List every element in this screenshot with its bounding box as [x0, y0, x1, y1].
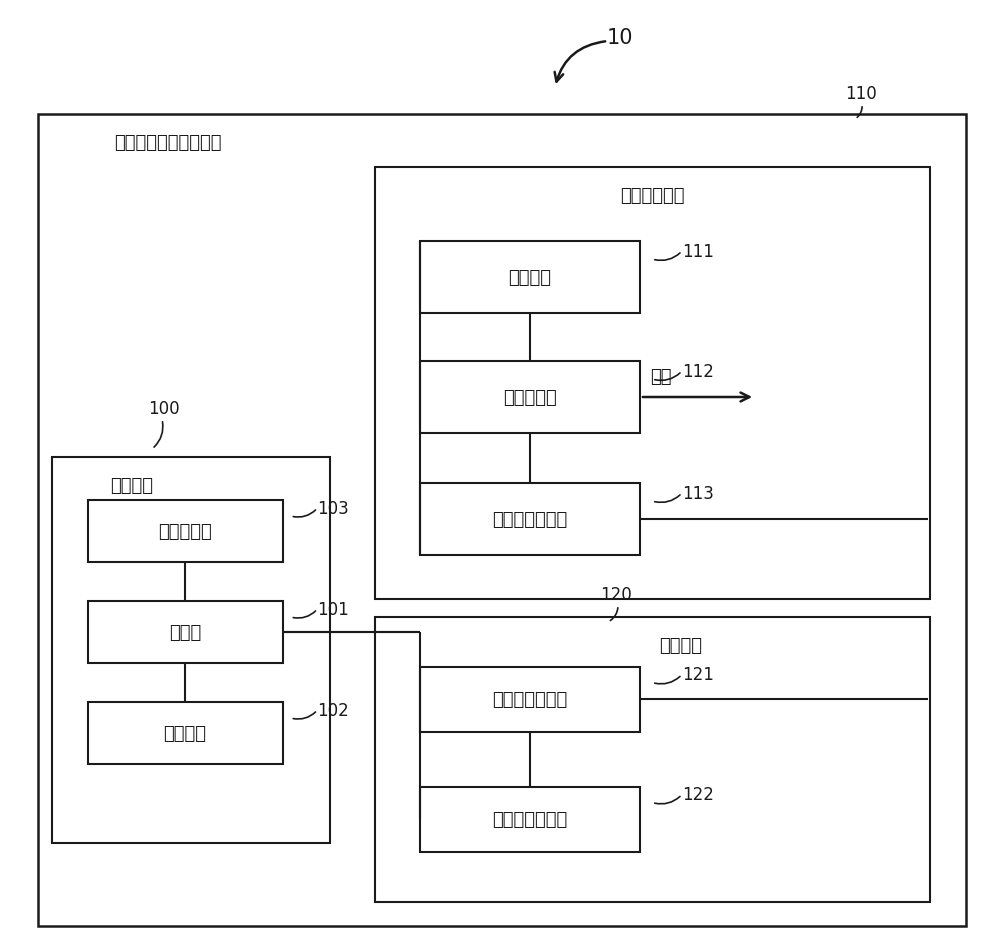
Text: 波形发生子电路: 波形发生子电路	[492, 690, 568, 708]
Text: 121: 121	[682, 665, 714, 684]
Text: 数模转换子电路: 数模转换子电路	[492, 510, 568, 528]
Text: 主控系统: 主控系统	[110, 477, 154, 494]
Bar	[420, 362, 640, 433]
Text: 100: 100	[148, 400, 180, 418]
Text: 电针治疗仪的控制系统: 电针治疗仪的控制系统	[114, 134, 222, 151]
Text: 多路复用器: 多路复用器	[503, 388, 557, 407]
Bar	[375, 617, 930, 902]
Text: 输出: 输出	[650, 367, 672, 386]
Text: 调控电路: 调控电路	[659, 636, 702, 654]
Text: 122: 122	[682, 785, 714, 803]
Bar	[52, 458, 330, 843]
Bar	[420, 666, 640, 732]
Text: 113: 113	[682, 485, 714, 503]
Bar	[420, 786, 640, 852]
Text: 101: 101	[318, 601, 349, 619]
Bar	[88, 501, 283, 563]
Text: 110: 110	[845, 85, 877, 103]
Text: 120: 120	[600, 585, 632, 604]
Text: 电子开关: 电子开关	[509, 268, 552, 287]
Text: 波形变换子电路: 波形变换子电路	[492, 810, 568, 828]
Bar	[38, 115, 966, 926]
Text: 103: 103	[318, 500, 349, 518]
Bar	[420, 242, 640, 313]
Text: 控制器: 控制器	[169, 624, 201, 642]
Bar	[88, 703, 283, 764]
Bar	[420, 484, 640, 555]
Bar	[375, 168, 930, 600]
Bar	[88, 602, 283, 664]
Text: 触摸显示屏: 触摸显示屏	[158, 523, 212, 541]
Text: 10: 10	[607, 28, 633, 48]
Text: 102: 102	[318, 702, 349, 720]
Text: 111: 111	[682, 243, 714, 261]
Text: 输出控制电路: 输出控制电路	[620, 187, 685, 205]
Text: 采集模块: 采集模块	[164, 724, 207, 743]
Text: 112: 112	[682, 363, 714, 381]
